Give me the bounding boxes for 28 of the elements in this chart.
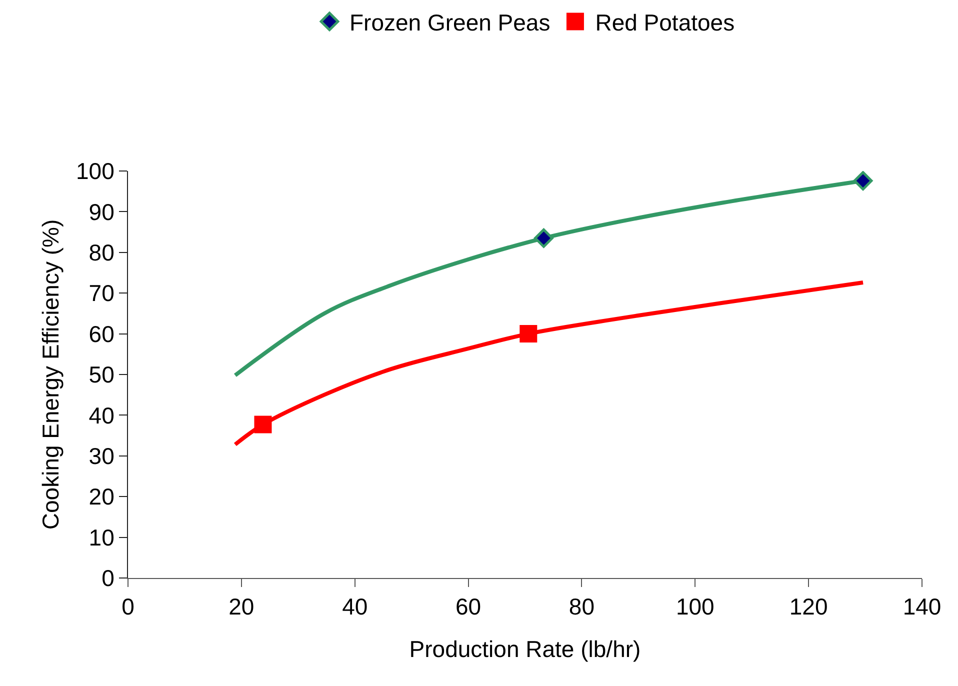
y-tick-label: 20 xyxy=(88,484,114,510)
y-tick-label: 30 xyxy=(88,442,114,469)
y-tick-label: 50 xyxy=(88,362,114,388)
y-tick-label: 80 xyxy=(88,239,114,266)
y-tick-label: 60 xyxy=(88,320,114,347)
x-tick-label: 20 xyxy=(228,594,254,620)
x-tick-label: 140 xyxy=(902,594,942,620)
y-tick-label: 0 xyxy=(102,565,114,592)
point xyxy=(534,228,554,248)
x-axis-title: Production Rate (lb/hr) xyxy=(409,636,641,662)
x-tick-label: 40 xyxy=(342,594,368,620)
y-tick-label: 100 xyxy=(76,158,114,184)
y-tick-label: 70 xyxy=(88,280,114,306)
legend-label: Red Potatoes xyxy=(595,9,735,36)
y-tick-label: 90 xyxy=(88,198,114,225)
y-tick-label: 40 xyxy=(88,402,114,428)
x-tick-label: 100 xyxy=(676,594,714,620)
line-series xyxy=(233,280,866,446)
x-tick-label: 120 xyxy=(789,594,828,620)
point xyxy=(254,416,272,434)
x-tick-label: 60 xyxy=(455,594,482,620)
y-axis-title: Cooking Energy Efficiency (%) xyxy=(37,219,64,530)
x-tick-label: 80 xyxy=(568,594,595,620)
point xyxy=(853,171,873,190)
x-tick-label: 0 xyxy=(122,594,134,620)
legend-label: Frozen Green Peas xyxy=(350,9,550,36)
y-tick-label: 10 xyxy=(88,524,114,550)
point xyxy=(520,325,538,343)
